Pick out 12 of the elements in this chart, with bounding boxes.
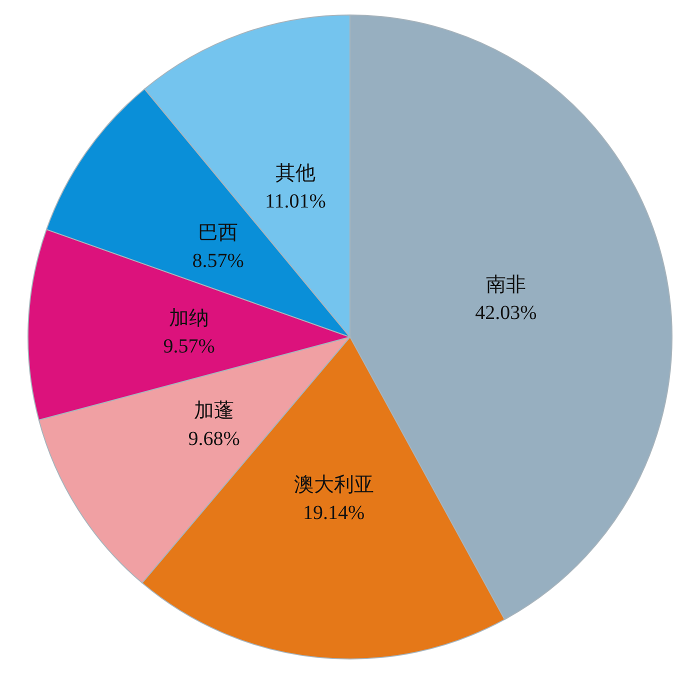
slice-label: 加纳	[169, 308, 210, 330]
data-label: 9.68%	[188, 428, 240, 450]
data-label: 8.57%	[192, 250, 244, 272]
data-label: 11.01%	[264, 190, 326, 213]
data-label: 19.14%	[303, 502, 365, 524]
slice-label: 巴西	[198, 222, 238, 244]
data-label: 9.57%	[163, 336, 215, 358]
slice-label: 其他	[275, 162, 316, 185]
slice-label: 南非	[486, 274, 526, 296]
data-label: 42.03%	[475, 302, 537, 324]
slice-label: 澳大利亚	[294, 474, 374, 496]
slice-label: 加蓬	[194, 400, 234, 422]
